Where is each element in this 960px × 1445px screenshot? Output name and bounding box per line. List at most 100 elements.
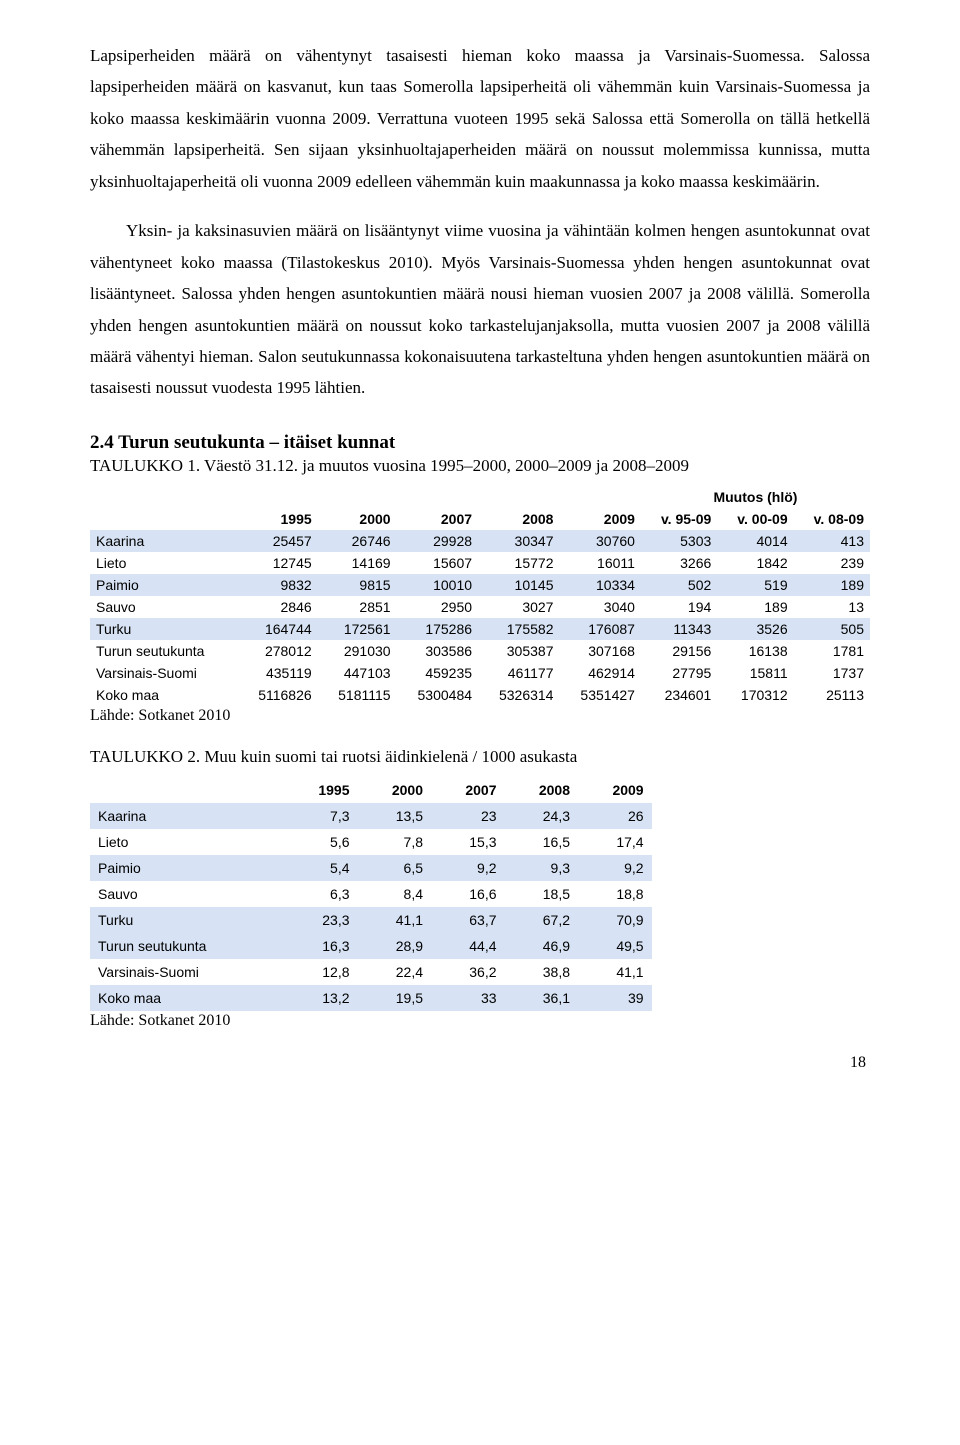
row-value: 17,4 [578, 829, 652, 855]
row-value: 28,9 [358, 933, 432, 959]
row-value: 38,8 [505, 959, 579, 985]
row-value: 170312 [717, 684, 793, 706]
row-value: 22,4 [358, 959, 432, 985]
row-value: 5,6 [284, 829, 358, 855]
row-value: 15811 [717, 662, 793, 684]
table-row: Varsinais-Suomi4351194471034592354611774… [90, 662, 870, 684]
row-value: 41,1 [578, 959, 652, 985]
row-value: 15,3 [431, 829, 505, 855]
row-value: 29928 [397, 530, 478, 552]
table-row: Turun seutukunta16,328,944,446,949,5 [90, 933, 652, 959]
table1-header-row-1: Muutos (hlö) [90, 486, 870, 508]
row-value: 1781 [794, 640, 870, 662]
row-value: 3027 [478, 596, 559, 618]
row-value: 278012 [238, 640, 318, 662]
row-value: 5300484 [397, 684, 478, 706]
row-value: 10145 [478, 574, 559, 596]
table2-header-row: 1995 2000 2007 2008 2009 [90, 777, 652, 803]
row-label: Kaarina [90, 530, 238, 552]
table1-col-4: 2008 [478, 508, 559, 530]
row-value: 49,5 [578, 933, 652, 959]
row-value: 16138 [717, 640, 793, 662]
row-value: 9832 [238, 574, 318, 596]
table1-header-row-2: 1995 2000 2007 2008 2009 v. 95-09 v. 00-… [90, 508, 870, 530]
row-value: 13,5 [358, 803, 432, 829]
row-value: 29156 [641, 640, 717, 662]
table-language: 1995 2000 2007 2008 2009 Kaarina7,313,52… [90, 777, 652, 1011]
row-value: 10334 [559, 574, 640, 596]
table-row: Varsinais-Suomi12,822,436,238,841,1 [90, 959, 652, 985]
row-value: 25457 [238, 530, 318, 552]
row-value: 12,8 [284, 959, 358, 985]
table2-body: Kaarina7,313,52324,326Lieto5,67,815,316,… [90, 803, 652, 1011]
row-value: 461177 [478, 662, 559, 684]
row-label: Turku [90, 907, 284, 933]
row-value: 3040 [559, 596, 640, 618]
row-value: 15607 [397, 552, 478, 574]
row-value: 8,4 [358, 881, 432, 907]
table-row: Sauvo6,38,416,618,518,8 [90, 881, 652, 907]
row-label: Koko maa [90, 684, 238, 706]
row-value: 9815 [318, 574, 397, 596]
row-label: Turku [90, 618, 238, 640]
table2-col-2: 2000 [358, 777, 432, 803]
row-value: 459235 [397, 662, 478, 684]
row-value: 39 [578, 985, 652, 1011]
row-value: 41,1 [358, 907, 432, 933]
row-value: 1737 [794, 662, 870, 684]
row-value: 36,2 [431, 959, 505, 985]
row-label: Turun seutukunta [90, 933, 284, 959]
row-label: Koko maa [90, 985, 284, 1011]
row-value: 11343 [641, 618, 717, 640]
row-value: 291030 [318, 640, 397, 662]
row-value: 3266 [641, 552, 717, 574]
table1-col-6: v. 95-09 [641, 508, 717, 530]
row-value: 26746 [318, 530, 397, 552]
row-value: 303586 [397, 640, 478, 662]
table-row: Paimio5,46,59,29,39,2 [90, 855, 652, 881]
row-value: 7,3 [284, 803, 358, 829]
row-value: 9,2 [431, 855, 505, 881]
row-value: 5326314 [478, 684, 559, 706]
table1-caption: TAULUKKO 1. Väestö 31.12. ja muutos vuos… [90, 456, 870, 476]
row-value: 6,3 [284, 881, 358, 907]
table1-muutos-header: Muutos (hlö) [641, 486, 870, 508]
page-number: 18 [90, 1054, 870, 1072]
row-value: 23 [431, 803, 505, 829]
table-row: Kaarina254572674629928303473076053034014… [90, 530, 870, 552]
row-value: 16,5 [505, 829, 579, 855]
table1-source: Lähde: Sotkanet 2010 [90, 707, 870, 725]
row-value: 27795 [641, 662, 717, 684]
row-value: 3526 [717, 618, 793, 640]
table1-col-5: 2009 [559, 508, 640, 530]
row-value: 19,5 [358, 985, 432, 1011]
row-value: 435119 [238, 662, 318, 684]
table-row: Lieto12745141691560715772160113266184223… [90, 552, 870, 574]
row-label: Kaarina [90, 803, 284, 829]
row-value: 15772 [478, 552, 559, 574]
table2-caption: TAULUKKO 2. Muu kuin suomi tai ruotsi äi… [90, 747, 870, 767]
row-value: 30760 [559, 530, 640, 552]
table-row: Paimio98329815100101014510334502519189 [90, 574, 870, 596]
row-value: 25113 [794, 684, 870, 706]
row-value: 2950 [397, 596, 478, 618]
body-paragraph-1: Lapsiperheiden määrä on vähentynyt tasai… [90, 40, 870, 197]
row-label: Lieto [90, 829, 284, 855]
row-value: 519 [717, 574, 793, 596]
row-value: 239 [794, 552, 870, 574]
row-value: 413 [794, 530, 870, 552]
row-value: 7,8 [358, 829, 432, 855]
row-value: 46,9 [505, 933, 579, 959]
row-value: 5303 [641, 530, 717, 552]
row-value: 9,3 [505, 855, 579, 881]
row-value: 307168 [559, 640, 640, 662]
row-value: 447103 [318, 662, 397, 684]
table1-body: Kaarina254572674629928303473076053034014… [90, 530, 870, 706]
row-label: Sauvo [90, 596, 238, 618]
row-label: Varsinais-Suomi [90, 959, 284, 985]
row-value: 44,4 [431, 933, 505, 959]
table2-col-4: 2008 [505, 777, 579, 803]
row-value: 13 [794, 596, 870, 618]
row-value: 16011 [559, 552, 640, 574]
row-value: 33 [431, 985, 505, 1011]
